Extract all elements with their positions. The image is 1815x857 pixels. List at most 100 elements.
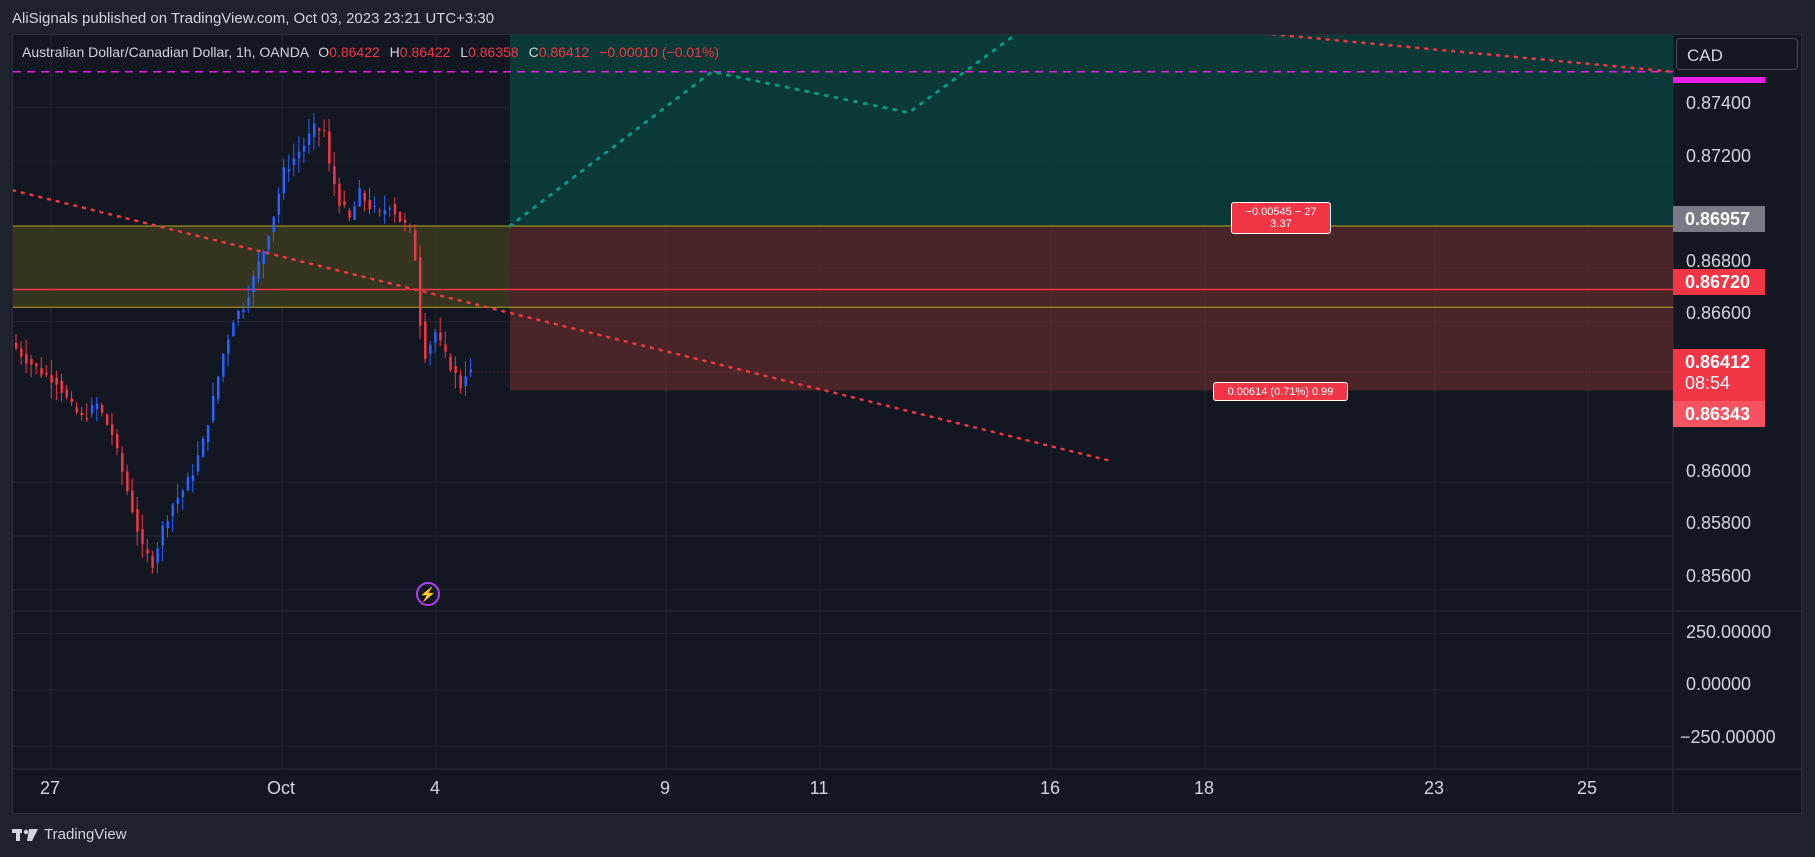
candle-body [307,133,311,145]
symbol-title: Australian Dollar/Canadian Dollar, 1h, O… [22,44,309,60]
candle-body [217,376,220,400]
trend-line-red [13,189,1113,463]
x-tick-label: Oct [266,778,296,798]
y-tick-label: 0.86600 [1686,303,1752,323]
candle-body [353,206,356,220]
candle-body [191,475,195,482]
publish-info: AliSignals published on TradingView.com,… [12,10,495,27]
rr-line2: 3.37 [1270,218,1292,230]
candle-body [439,332,442,341]
candle-body [237,310,240,319]
chart-panel[interactable] [12,34,1802,814]
bar-countdown: 08:54 [1685,373,1731,393]
candle-body [136,509,139,532]
candle-body [60,380,63,393]
open-label: O [318,44,330,60]
lightning-icon[interactable]: ⚡ [416,582,440,606]
candle-body [105,414,109,425]
osc-tick-label: 0.00000 [1686,674,1752,694]
projection-path-green [508,35,1017,228]
tradingview-icon [12,828,38,841]
candle-body [196,455,200,472]
candle-body [156,548,159,563]
chart-canvas[interactable] [13,35,1802,814]
low-label: L [460,44,469,60]
close-label: C [528,44,539,60]
candle-body [323,130,326,132]
candle-body [131,490,134,513]
candle-body [333,166,336,185]
x-tick-label: 23 [1423,778,1445,798]
candle-body [222,353,225,377]
candle-body [65,389,68,397]
candle-body [116,434,119,449]
candle-body [70,398,74,403]
candle-body [20,348,23,357]
last-price: 0.86412 [1685,352,1751,372]
candle-body [232,322,235,337]
candle-body [408,225,412,227]
candle-body [413,230,417,261]
high-label: H [389,44,400,60]
ohlc-legend: Australian Dollar/Canadian Dollar, 1h, O… [22,44,719,60]
candle-body [40,368,43,376]
candle-body [424,321,427,359]
purple-line-marker [1673,77,1765,83]
candle-body [292,158,296,165]
candle-body [267,236,270,250]
candle-body [363,193,366,201]
candle-body [110,424,114,436]
osc-tick-label: −250.00000 [1680,727,1776,747]
candle-body [121,452,124,472]
candle-body [282,167,286,194]
candle-body [227,339,230,354]
candle-body [459,375,462,389]
footer-bar [0,814,1815,857]
candle-body [45,372,48,375]
candle-body [297,151,301,159]
candle-body [383,210,387,215]
candle-body [388,208,392,210]
candle-body [348,210,351,218]
candle-body [378,210,382,212]
candle-body [141,529,144,545]
candle-body [287,169,291,172]
y-tick-label: 0.87200 [1686,146,1752,166]
currency-selector[interactable]: CAD [1676,38,1798,70]
close-value: 0.86412 [538,44,590,60]
x-tick-label: 4 [429,778,441,798]
risk-reward-box-bottom[interactable]: 0.00614 (0.71%) 0.99 [1213,382,1348,401]
candle-body [277,193,281,215]
candle-body [358,188,361,207]
candle-body [176,497,180,504]
candle-body [318,128,321,131]
candle-body [25,353,28,364]
candle-body [272,216,276,232]
candle-body [257,261,260,279]
candle-body [75,407,79,413]
candle-body [146,549,149,554]
candle-body [50,375,53,383]
candle-body [469,369,472,373]
rr-line1: −0.00545 − 27 [1245,206,1317,218]
candle-body [181,490,185,498]
target-zone [509,35,1673,227]
candle-body [262,250,265,265]
candle-body [161,525,164,546]
y-tick-label: 0.86800 [1686,251,1752,271]
candle-body [211,395,215,421]
candle-body [338,183,341,206]
open-value: 0.86422 [329,44,380,60]
stop-zone [509,226,1673,391]
candle-body [151,556,154,568]
x-tick-label: 11 [809,778,829,798]
x-tick-label: 18 [1193,778,1215,798]
candle-body [90,405,94,414]
osc-tick-label: 250.00000 [1686,622,1772,642]
candle-body [201,438,205,457]
risk-reward-box-top[interactable]: −0.00545 − 27 3.37 [1231,202,1331,234]
candle-body [403,219,407,223]
candle-body [171,504,175,516]
tradingview-logo[interactable]: TradingView [12,826,127,843]
candle-body [434,332,437,344]
